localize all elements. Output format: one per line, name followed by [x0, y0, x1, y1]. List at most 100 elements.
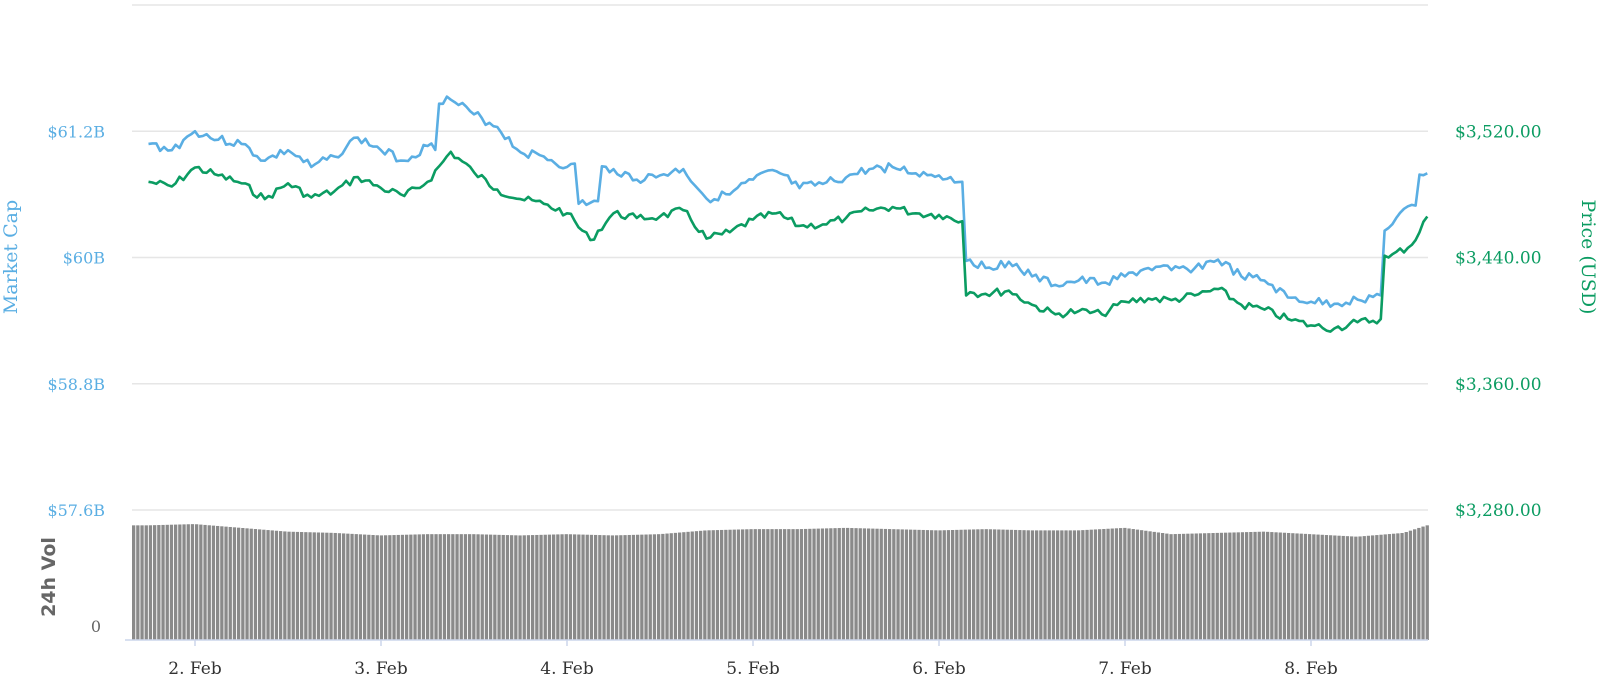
market-cap-tick-label: $61.2B [47, 122, 105, 141]
volume-bar [430, 534, 434, 640]
volume-bar [648, 534, 652, 640]
volume-bar [211, 525, 216, 640]
volume-bar [1282, 532, 1287, 640]
volume-bar [1018, 530, 1022, 640]
volume-bar [140, 525, 144, 640]
volume-bar [1249, 531, 1253, 640]
volume-bar [291, 531, 295, 640]
volume-bar [749, 529, 753, 640]
volume-bar [875, 528, 879, 640]
volume-bar [300, 532, 304, 640]
volume-bar [1169, 534, 1173, 640]
volume-bar [1119, 528, 1123, 640]
volume-bar [1035, 530, 1039, 640]
volume-bar [669, 533, 673, 640]
volume-bar [820, 528, 825, 640]
volume-bar [1093, 529, 1098, 640]
volume-bar [363, 534, 367, 640]
volume-bar [778, 529, 783, 640]
volume-bar [392, 535, 396, 640]
volume-bar [1299, 533, 1303, 640]
volume-bar [787, 529, 791, 640]
volume-bar [913, 529, 917, 640]
volume-bar [1421, 526, 1425, 640]
volume-bar [442, 534, 447, 640]
volume-bar [1257, 531, 1261, 640]
volume-bar [1324, 535, 1329, 640]
volume-bar [1425, 525, 1429, 640]
volume-bar [476, 534, 480, 640]
volume-bar [434, 534, 438, 640]
price-axis-title: Price (USD) [1577, 200, 1599, 315]
volume-bar [1312, 534, 1316, 640]
volume-bar [279, 531, 283, 640]
volume-bar [1303, 533, 1308, 640]
volume-bar [543, 534, 547, 640]
volume-bar [346, 533, 350, 640]
volume-tick-label: 0 [91, 617, 101, 636]
volume-bar [707, 530, 711, 640]
volume-bar [484, 534, 489, 640]
volume-bar [1161, 533, 1165, 640]
volume-bar [1333, 535, 1337, 640]
volume-bar [636, 534, 640, 640]
volume-bar [715, 530, 720, 640]
volume-bar [946, 530, 951, 640]
volume-bar [900, 529, 904, 640]
volume-bar [594, 534, 598, 640]
volume-bar [505, 535, 510, 640]
volume-bar [514, 535, 518, 640]
volume-bar [510, 535, 514, 640]
volume-bar [463, 534, 468, 640]
volume-bar [1098, 529, 1102, 640]
volume-bar [1341, 535, 1345, 640]
volume-bar [426, 534, 430, 640]
volume-bar [774, 529, 778, 640]
volume-bar [657, 534, 661, 640]
volume-bar [1375, 535, 1379, 640]
volume-bar [732, 529, 736, 640]
volume-bar [1068, 530, 1072, 640]
volume-bar [791, 529, 795, 640]
volume-bar [703, 530, 707, 640]
volume-bar [438, 534, 442, 640]
volume-bar [522, 535, 526, 640]
volume-bar [1182, 533, 1186, 640]
volume-bar [161, 524, 165, 640]
volume-axis-title: 24h Vol [38, 537, 60, 617]
volume-bar [157, 525, 161, 640]
volume-bar [1240, 532, 1245, 640]
volume-bar [455, 534, 459, 640]
volume-bar [665, 533, 669, 640]
x-tick-label: 6. Feb [912, 659, 966, 679]
volume-bar [165, 524, 169, 640]
volume-bar [1383, 534, 1387, 640]
volume-bar [304, 532, 308, 640]
volume-bar [963, 529, 967, 640]
volume-bar [1039, 530, 1043, 640]
volume-bar [602, 535, 606, 640]
volume-bar [1366, 535, 1371, 640]
x-tick-label: 4. Feb [540, 659, 594, 679]
volume-bar [867, 528, 871, 640]
volume-bar [295, 531, 300, 640]
volume-bar [573, 534, 577, 640]
x-tick-label: 8. Feb [1284, 659, 1338, 679]
volume-bar [1354, 536, 1358, 640]
market-cap-line [148, 95, 1428, 308]
volume-bar [287, 531, 291, 640]
volume-bar [241, 528, 245, 640]
volume-bar [745, 529, 749, 640]
volume-bar [1014, 529, 1018, 640]
volume-bar [1396, 533, 1400, 640]
volume-bar [988, 529, 993, 640]
volume-bar [623, 535, 627, 640]
volume-bar [1228, 532, 1232, 640]
volume-bar [711, 530, 715, 640]
volume-bar [169, 524, 174, 640]
market-cap-tick-label: $60B [63, 249, 105, 268]
volume-bar [879, 528, 883, 640]
volume-bars [132, 524, 1429, 640]
volume-bar [783, 529, 787, 640]
volume-bar [883, 528, 888, 640]
